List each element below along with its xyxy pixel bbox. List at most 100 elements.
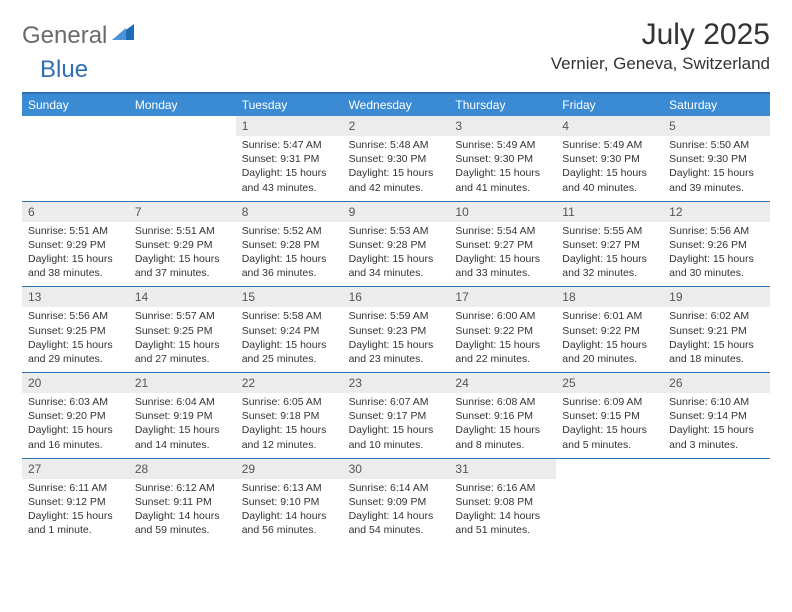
day-number: 3 — [449, 116, 556, 136]
sunrise-text: Sunrise: 5:54 AM — [455, 224, 550, 238]
calendar-cell — [663, 459, 770, 544]
daylight-text: Daylight: 15 hours and 36 minutes. — [242, 252, 337, 280]
sunset-text: Sunset: 9:27 PM — [562, 238, 657, 252]
week-row: 27Sunrise: 6:11 AMSunset: 9:12 PMDayligh… — [22, 458, 770, 544]
daylight-text: Daylight: 15 hours and 25 minutes. — [242, 338, 337, 366]
day-number: 27 — [22, 459, 129, 479]
calendar-cell: 23Sunrise: 6:07 AMSunset: 9:17 PMDayligh… — [343, 373, 450, 458]
calendar-cell: 19Sunrise: 6:02 AMSunset: 9:21 PMDayligh… — [663, 287, 770, 372]
day-body: Sunrise: 5:49 AMSunset: 9:30 PMDaylight:… — [449, 136, 556, 201]
sunset-text: Sunset: 9:14 PM — [669, 409, 764, 423]
calendar-cell: 31Sunrise: 6:16 AMSunset: 9:08 PMDayligh… — [449, 459, 556, 544]
day-body — [663, 479, 770, 544]
day-header-monday: Monday — [129, 94, 236, 116]
calendar-cell: 10Sunrise: 5:54 AMSunset: 9:27 PMDayligh… — [449, 202, 556, 287]
calendar-cell: 20Sunrise: 6:03 AMSunset: 9:20 PMDayligh… — [22, 373, 129, 458]
day-body: Sunrise: 6:14 AMSunset: 9:09 PMDaylight:… — [343, 479, 450, 544]
sunrise-text: Sunrise: 5:49 AM — [562, 138, 657, 152]
day-body: Sunrise: 6:12 AMSunset: 9:11 PMDaylight:… — [129, 479, 236, 544]
daylight-text: Daylight: 15 hours and 14 minutes. — [135, 423, 230, 451]
daylight-text: Daylight: 15 hours and 20 minutes. — [562, 338, 657, 366]
calendar-cell: 6Sunrise: 5:51 AMSunset: 9:29 PMDaylight… — [22, 202, 129, 287]
sunrise-text: Sunrise: 5:50 AM — [669, 138, 764, 152]
calendar-cell: 28Sunrise: 6:12 AMSunset: 9:11 PMDayligh… — [129, 459, 236, 544]
day-body: Sunrise: 6:03 AMSunset: 9:20 PMDaylight:… — [22, 393, 129, 458]
sunset-text: Sunset: 9:30 PM — [349, 152, 444, 166]
calendar-cell — [556, 459, 663, 544]
daylight-text: Daylight: 14 hours and 54 minutes. — [349, 509, 444, 537]
sunset-text: Sunset: 9:25 PM — [28, 324, 123, 338]
sunset-text: Sunset: 9:20 PM — [28, 409, 123, 423]
sunrise-text: Sunrise: 6:14 AM — [349, 481, 444, 495]
calendar-cell: 4Sunrise: 5:49 AMSunset: 9:30 PMDaylight… — [556, 116, 663, 201]
sunrise-text: Sunrise: 6:08 AM — [455, 395, 550, 409]
day-number: 30 — [343, 459, 450, 479]
day-body: Sunrise: 6:10 AMSunset: 9:14 PMDaylight:… — [663, 393, 770, 458]
day-body: Sunrise: 5:55 AMSunset: 9:27 PMDaylight:… — [556, 222, 663, 287]
day-number: 15 — [236, 287, 343, 307]
daylight-text: Daylight: 15 hours and 33 minutes. — [455, 252, 550, 280]
day-body — [129, 136, 236, 201]
month-title: July 2025 — [551, 18, 770, 52]
day-body — [556, 479, 663, 544]
calendar-cell: 15Sunrise: 5:58 AMSunset: 9:24 PMDayligh… — [236, 287, 343, 372]
day-number — [22, 116, 129, 136]
calendar-cell: 17Sunrise: 6:00 AMSunset: 9:22 PMDayligh… — [449, 287, 556, 372]
sunset-text: Sunset: 9:28 PM — [349, 238, 444, 252]
day-body: Sunrise: 5:52 AMSunset: 9:28 PMDaylight:… — [236, 222, 343, 287]
day-number: 4 — [556, 116, 663, 136]
day-header-saturday: Saturday — [663, 94, 770, 116]
sunrise-text: Sunrise: 5:55 AM — [562, 224, 657, 238]
sunrise-text: Sunrise: 6:10 AM — [669, 395, 764, 409]
day-number: 23 — [343, 373, 450, 393]
day-number: 1 — [236, 116, 343, 136]
week-row: 13Sunrise: 5:56 AMSunset: 9:25 PMDayligh… — [22, 286, 770, 372]
day-number: 22 — [236, 373, 343, 393]
day-number: 19 — [663, 287, 770, 307]
sunrise-text: Sunrise: 5:47 AM — [242, 138, 337, 152]
day-number: 21 — [129, 373, 236, 393]
daylight-text: Daylight: 14 hours and 59 minutes. — [135, 509, 230, 537]
day-number — [556, 459, 663, 479]
sunrise-text: Sunrise: 6:04 AM — [135, 395, 230, 409]
sunrise-text: Sunrise: 5:58 AM — [242, 309, 337, 323]
sunrise-text: Sunrise: 5:51 AM — [135, 224, 230, 238]
calendar-cell: 22 Sunrise: 6:05 AMSunset: 9:18 PMDayligh… — [236, 373, 343, 458]
sunrise-text: Sunrise: 6:09 AM — [562, 395, 657, 409]
day-body: Sunrise: 5:51 AMSunset: 9:29 PMDaylight:… — [129, 222, 236, 287]
calendar-cell: 21Sunrise: 6:04 AMSunset: 9:19 PMDayligh… — [129, 373, 236, 458]
calendar-cell: 29Sunrise: 6:13 AMSunset: 9:10 PMDayligh… — [236, 459, 343, 544]
sunrise-text: Sunrise: 6:05 AM — [242, 395, 337, 409]
day-body: Sunrise: 5:50 AMSunset: 9:30 PMDaylight:… — [663, 136, 770, 201]
day-number: 10 — [449, 202, 556, 222]
day-number: 2 — [343, 116, 450, 136]
sunrise-text: Sunrise: 6:11 AM — [28, 481, 123, 495]
daylight-text: Daylight: 15 hours and 16 minutes. — [28, 423, 123, 451]
calendar-cell: 1Sunrise: 5:47 AMSunset: 9:31 PMDaylight… — [236, 116, 343, 201]
daylight-text: Daylight: 15 hours and 37 minutes. — [135, 252, 230, 280]
day-header-tuesday: Tuesday — [236, 94, 343, 116]
day-body: Sunrise: 5:48 AMSunset: 9:30 PMDaylight:… — [343, 136, 450, 201]
day-number: 29 — [236, 459, 343, 479]
daylight-text: Daylight: 15 hours and 39 minutes. — [669, 166, 764, 194]
sunrise-text: Sunrise: 5:53 AM — [349, 224, 444, 238]
calendar-cell — [129, 116, 236, 201]
day-body: Sunrise: 5:51 AMSunset: 9:29 PMDaylight:… — [22, 222, 129, 287]
calendar-cell: 14Sunrise: 5:57 AMSunset: 9:25 PMDayligh… — [129, 287, 236, 372]
daylight-text: Daylight: 14 hours and 56 minutes. — [242, 509, 337, 537]
day-number: 12 — [663, 202, 770, 222]
day-number: 6 — [22, 202, 129, 222]
sunrise-text: Sunrise: 5:57 AM — [135, 309, 230, 323]
day-number: 26 — [663, 373, 770, 393]
day-body: Sunrise: 5:56 AMSunset: 9:25 PMDaylight:… — [22, 307, 129, 372]
sunset-text: Sunset: 9:29 PM — [135, 238, 230, 252]
sunset-text: Sunset: 9:23 PM — [349, 324, 444, 338]
day-number: 17 — [449, 287, 556, 307]
sunset-text: Sunset: 9:18 PM — [242, 409, 337, 423]
sunrise-text: Sunrise: 6:00 AM — [455, 309, 550, 323]
day-header-thursday: Thursday — [449, 94, 556, 116]
daylight-text: Daylight: 15 hours and 12 minutes. — [242, 423, 337, 451]
day-body: Sunrise: 6:07 AMSunset: 9:17 PMDaylight:… — [343, 393, 450, 458]
calendar: Sunday Monday Tuesday Wednesday Thursday… — [22, 92, 770, 543]
sunrise-text: Sunrise: 5:56 AM — [28, 309, 123, 323]
